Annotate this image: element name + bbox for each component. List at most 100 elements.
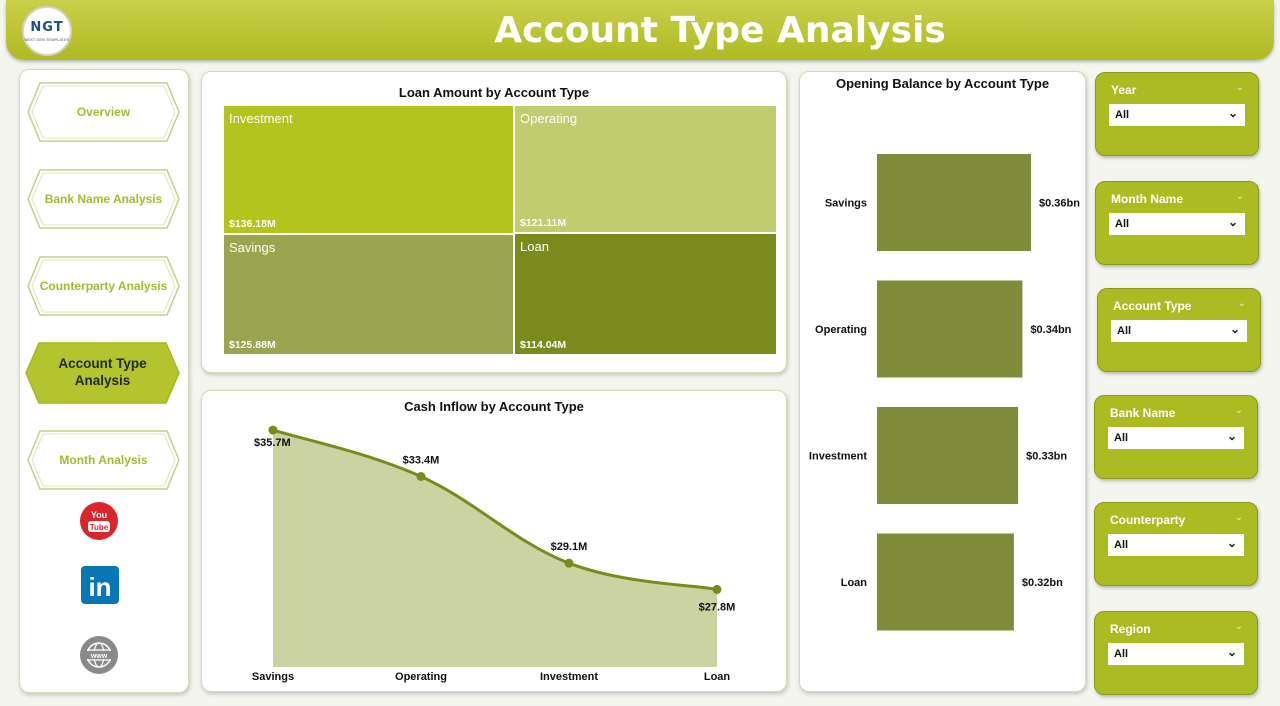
dropdown-arrow-icon: ⌄ [1227,215,1238,229]
logo-text: NGT [30,20,64,35]
area-data-label: $29.1M [551,541,588,553]
month-name-slicer-label: Month Name [1111,192,1183,206]
bar-category-label: Savings [825,198,867,210]
bar-category-label: Loan [841,577,868,589]
treemap-tile-value: $121.11M [520,217,567,229]
cash-inflow-card: Cash Inflow by Account Type $35.7M Saving… [201,390,787,692]
area-x-tick-label: Savings [252,671,294,683]
area-line [272,428,718,591]
counterparty-dropdown-value: All [1114,539,1129,551]
treemap-tile-value: $136.18M [229,218,276,230]
area-x-tick-label: Operating [395,671,447,683]
chevron-down-icon[interactable]: ⌄ [1234,621,1243,632]
treemap-tile-investment[interactable]: Investment $136.18M [224,106,513,233]
chevron-down-icon[interactable]: ⌄ [1237,298,1246,309]
opening-balance-bar-chart: Savings $0.36bn Operating $0.34bn Investment… [809,154,1080,631]
bank-name-dropdown[interactable]: All ⌄ [1108,427,1244,449]
account-type-slicer: Account Type ⌄ All ⌄ [1097,288,1261,372]
area-x-tick-label: Investment [540,671,598,683]
chevron-down-icon[interactable]: ⌄ [1234,405,1243,416]
chevron-down-icon[interactable]: ⌄ [1234,512,1243,523]
bar-data-label: $0.34bn [1030,324,1071,336]
treemap-tile-loan[interactable]: Loan $114.04M [515,234,776,354]
treemap-tile-name: Loan [520,239,549,254]
area-data-label: $33.4M [403,454,440,466]
nav-bank-name-analysis-label: Bank Name Analysis [44,192,163,206]
dropdown-arrow-icon: ⌄ [1229,322,1240,336]
bar-category-label: Operating [815,324,867,336]
area-point[interactable] [712,584,722,594]
region-slicer-label: Region [1110,622,1151,636]
nav-overview-label: Overview [76,105,131,119]
page-title: Account Type Analysis [494,10,946,51]
nav-month-analysis-label: Month Analysis [59,453,148,467]
loan-amount-card: Loan Amount by Account Type Investment $1… [201,71,787,373]
bank-name-slicer-label: Bank Name [1110,406,1176,420]
nav-counterparty-analysis-button[interactable]: Counterparty Analysis [26,256,181,316]
bank-name-slicer: Bank Name ⌄ All ⌄ [1094,395,1258,479]
chevron-down-icon[interactable]: ⌄ [1235,82,1244,93]
treemap-tile-name: Savings [229,240,276,255]
opening-balance-title: Opening Balance by Account Type [835,76,1050,91]
area-data-label: $35.7M [254,437,291,449]
svg-text:You: You [91,510,107,520]
account-type-slicer-label: Account Type [1113,299,1192,313]
counterparty-slicer-label: Counterparty [1110,513,1186,527]
cash-inflow-area-chart: $35.7M Savings $33.4M Operating $29.1M Invest… [252,425,736,683]
svg-text:Tube: Tube [90,523,109,532]
year-dropdown[interactable]: All ⌄ [1109,104,1245,126]
bar-operating[interactable] [877,280,1023,378]
treemap-tile-savings[interactable]: Savings $125.88M [224,235,513,354]
nav-bank-name-analysis-button[interactable]: Bank Name Analysis [26,169,181,229]
account-type-dropdown-value: All [1117,325,1132,337]
year-dropdown-value: All [1115,109,1130,121]
website-icon[interactable]: www [79,635,119,675]
area-data-label: $27.8M [699,601,736,613]
nav-overview-button[interactable]: Overview [26,82,181,142]
youtube-icon[interactable]: You Tube [79,501,119,541]
area-x-tick-label: Loan [704,671,731,683]
counterparty-slicer: Counterparty ⌄ All ⌄ [1094,502,1258,586]
logo: NGT NEXT GEN TEMPLATES [22,6,72,56]
bar-loan[interactable] [877,533,1014,631]
counterparty-dropdown[interactable]: All ⌄ [1108,534,1244,556]
treemap-tile-value: $114.04M [520,339,567,351]
region-dropdown[interactable]: All ⌄ [1108,643,1244,665]
year-slicer: Year ⌄ All ⌄ [1095,72,1259,156]
area-fill [273,430,717,667]
logo-subtext: NEXT GEN TEMPLATES [24,37,70,42]
account-type-dropdown[interactable]: All ⌄ [1111,320,1247,342]
area-point[interactable] [268,425,278,435]
dropdown-arrow-icon: ⌄ [1226,645,1237,659]
nav-account-type-analysis-button[interactable]: Account Type Analysis [25,342,180,404]
loan-amount-title: Loan Amount by Account Type [398,85,590,100]
nav-month-analysis-button[interactable]: Month Analysis [26,430,181,490]
chevron-down-icon[interactable]: ⌄ [1235,191,1244,202]
bar-savings[interactable] [877,154,1031,251]
nav-counterparty-analysis-label: Counterparty Analysis [39,279,168,293]
region-slicer: Region ⌄ All ⌄ [1094,611,1258,695]
svg-text:www: www [90,653,108,660]
treemap-tile-operating[interactable]: Operating $121.11M [515,106,776,232]
dropdown-arrow-icon: ⌄ [1227,106,1238,120]
treemap-tile-name: Operating [520,111,578,126]
navigation-panel: Overview Bank Name Analysis Counterparty… [19,69,189,693]
bar-investment[interactable] [877,407,1019,504]
bar-data-label: $0.36bn [1039,198,1080,210]
treemap-tile-name: Investment [229,111,293,126]
month-name-dropdown[interactable]: All ⌄ [1109,213,1245,235]
treemap-tile-value: $125.88M [229,339,276,351]
year-slicer-label: Year [1111,83,1137,97]
bar-category-label: Investment [809,451,867,463]
month-name-dropdown-value: All [1115,218,1130,230]
dropdown-arrow-icon: ⌄ [1226,536,1237,550]
bank-name-dropdown-value: All [1114,432,1129,444]
nav-account-type-analysis-label: Account Type Analysis [58,356,147,388]
linkedin-icon[interactable]: in [80,565,120,605]
area-point[interactable] [564,558,574,568]
bar-data-label: $0.32bn [1022,577,1063,589]
dropdown-arrow-icon: ⌄ [1226,429,1237,443]
header-bar: NGT NEXT GEN TEMPLATES Account Type Anal… [6,0,1274,60]
area-point[interactable] [416,471,426,481]
month-name-slicer: Month Name ⌄ All ⌄ [1095,181,1259,265]
